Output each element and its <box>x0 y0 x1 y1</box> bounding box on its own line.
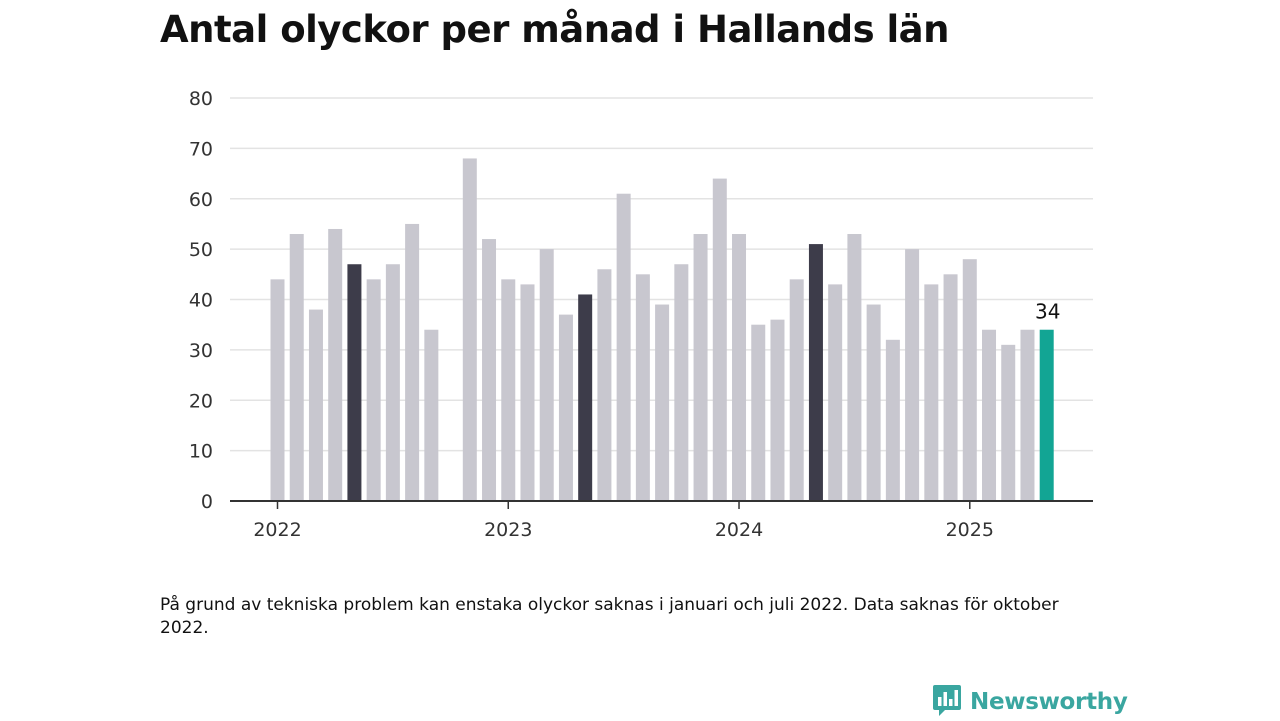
bar-2024-09 <box>885 339 900 501</box>
bar-2023-05 <box>578 294 593 501</box>
bar-2023-03 <box>539 249 554 501</box>
bar-2024-05 <box>808 244 823 501</box>
bar-2023-11 <box>693 234 708 501</box>
bar-2025-03 <box>1001 344 1016 501</box>
y-tick-label: 10 <box>189 441 213 463</box>
bar-2024-08 <box>866 304 881 501</box>
bar-2022-02 <box>289 234 304 501</box>
newsworthy-logo-icon <box>932 683 962 721</box>
bar-2022-06 <box>366 279 381 501</box>
bar-2024-11 <box>924 284 939 501</box>
bar-2023-07 <box>616 193 631 501</box>
bar-2024-12 <box>943 274 958 501</box>
bars <box>270 158 1054 502</box>
bar-2024-07 <box>847 234 862 501</box>
y-tick-label: 70 <box>189 138 213 160</box>
bar-2022-09 <box>424 329 439 501</box>
bar-2025-02 <box>982 329 997 501</box>
bar-2025-01 <box>962 259 977 501</box>
bar-2022-01 <box>270 279 285 501</box>
bar-2024-10 <box>905 249 920 501</box>
latest-value-label: 34 <box>1035 300 1060 324</box>
bar-2022-04 <box>328 228 343 501</box>
footnote: På grund av tekniska problem kan enstaka… <box>160 595 1059 638</box>
brand-logo[interactable]: Newsworthy <box>932 684 1128 720</box>
bar-2022-08 <box>405 223 420 501</box>
bar-2023-12 <box>712 178 727 501</box>
x-tick-label: 2025 <box>946 519 994 541</box>
y-tick-label: 80 <box>189 88 213 110</box>
y-tick-label: 0 <box>201 491 213 513</box>
bar-2023-01 <box>501 279 516 501</box>
bar-2023-02 <box>520 284 535 501</box>
bar-2022-12 <box>482 239 497 502</box>
y-tick-label: 30 <box>189 340 213 362</box>
x-tick-label: 2024 <box>715 519 763 541</box>
bar-2024-03 <box>770 319 785 501</box>
bar-2022-05 <box>347 264 362 501</box>
bar-2025-04 <box>1020 329 1035 501</box>
value-labels: 34 <box>1035 300 1060 324</box>
bar-2022-11 <box>462 158 477 501</box>
chart-title: Antal olyckor per månad i Hallands län <box>160 8 949 51</box>
bar-2024-01 <box>732 234 747 501</box>
x-tick-label: 2022 <box>253 519 301 541</box>
bar-2023-04 <box>558 314 573 501</box>
y-tick-label: 50 <box>189 239 213 261</box>
x-axis: 2022 2023 2024 2025 <box>230 500 1093 541</box>
bar-2022-07 <box>385 264 400 501</box>
bar-2023-09 <box>655 304 670 501</box>
bar-2024-02 <box>751 324 766 501</box>
bar-2024-04 <box>789 279 804 501</box>
bar-2024-06 <box>828 284 843 501</box>
bar-2022-03 <box>308 309 323 501</box>
x-tick-label: 2023 <box>484 519 532 541</box>
bar-2023-06 <box>597 269 612 501</box>
bar-2023-08 <box>635 274 650 501</box>
y-tick-label: 60 <box>189 189 213 211</box>
brand-name: Newsworthy <box>970 689 1128 715</box>
bar-2023-10 <box>674 264 689 501</box>
y-tick-label: 20 <box>189 390 213 412</box>
bar-2025-05 <box>1039 329 1054 501</box>
bar-chart: 0 10 20 30 40 50 60 70 80 2022 2023 2024 2025 34 <box>189 88 1093 541</box>
y-tick-label: 40 <box>189 290 213 312</box>
y-axis: 0 10 20 30 40 50 60 70 80 <box>189 88 213 513</box>
